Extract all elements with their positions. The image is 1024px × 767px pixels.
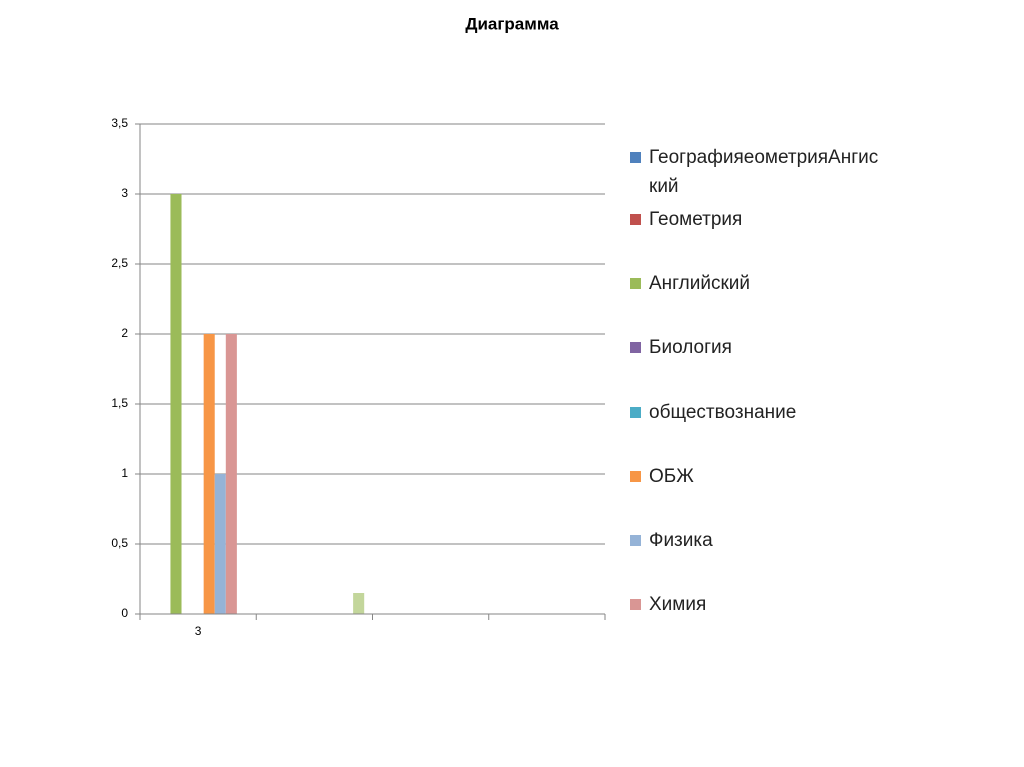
legend-swatch: [630, 599, 641, 611]
legend-swatch: [630, 406, 641, 418]
y-tick-label: 0,5: [111, 536, 128, 550]
bar: [170, 194, 182, 614]
legend-label: обществознание: [649, 401, 797, 423]
legend-item: ГеографияеометрияАнгиский: [630, 143, 880, 201]
bar: [353, 593, 365, 614]
y-tick-label: 1,5: [111, 396, 128, 410]
legend-swatch: [630, 470, 641, 482]
y-tick-label: 2,5: [111, 256, 128, 270]
bar: [203, 334, 215, 614]
bar: [214, 474, 226, 614]
y-tick-label: 3,5: [111, 116, 128, 130]
legend-label: ОБЖ: [649, 465, 694, 487]
y-tick-label: 1: [121, 466, 128, 480]
y-tick-label: 2: [121, 326, 128, 340]
legend-swatch: [630, 152, 641, 163]
x-tick-label: 3: [195, 624, 202, 638]
legend-swatch: [630, 214, 641, 225]
y-tick-label: 3: [121, 186, 128, 200]
legend-label: Английский: [649, 273, 751, 295]
chart-title: Диаграмма: [465, 14, 559, 33]
legend-label: Геометрия: [649, 209, 743, 230]
legend-item: Английский: [630, 269, 880, 298]
legend-label: Химия: [649, 594, 707, 616]
legend-item: Физика: [630, 526, 880, 555]
legend-label: ГеографияеометрияАнгиский: [649, 147, 879, 197]
bar: [225, 334, 237, 614]
legend-item: ОБЖ: [630, 462, 880, 491]
legend-swatch: [630, 535, 641, 546]
legend-swatch: [630, 278, 641, 290]
legend-swatch: [630, 342, 641, 354]
legend-item: обществознание: [630, 398, 880, 427]
legend-item: Биология: [630, 333, 880, 362]
y-tick-label: 0: [121, 606, 128, 620]
legend-label: Физика: [649, 530, 713, 551]
legend-item: Химия: [630, 590, 880, 619]
legend-label: Биология: [649, 337, 732, 359]
legend-item: Геометрия: [630, 205, 880, 234]
